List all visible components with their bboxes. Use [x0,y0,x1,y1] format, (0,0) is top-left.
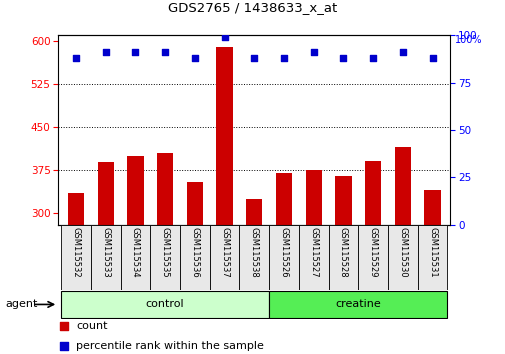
Point [398,50,406,55]
FancyBboxPatch shape [61,225,91,290]
Bar [334,176,351,225]
Bar [97,162,114,225]
Text: GSM115535: GSM115535 [160,227,169,278]
Text: control: control [145,299,184,309]
Point [72,55,80,61]
Point [428,55,436,61]
Text: GDS2765 / 1438633_x_at: GDS2765 / 1438633_x_at [168,1,337,14]
Point [250,55,258,61]
Bar [127,156,143,225]
FancyBboxPatch shape [269,225,298,290]
FancyBboxPatch shape [61,291,269,318]
Text: 100%: 100% [454,35,482,45]
Bar [245,199,262,225]
Text: agent: agent [5,299,37,309]
FancyBboxPatch shape [328,225,358,290]
Text: GSM115532: GSM115532 [71,227,80,278]
Bar [394,147,410,225]
Text: GSM115530: GSM115530 [397,227,407,278]
FancyBboxPatch shape [239,225,269,290]
Text: GSM115538: GSM115538 [249,227,258,278]
Point [378,263,386,268]
Bar [424,190,440,225]
FancyBboxPatch shape [209,225,239,290]
Text: GSM115534: GSM115534 [131,227,140,278]
Point [131,50,139,55]
Text: count: count [76,321,108,331]
FancyBboxPatch shape [91,225,120,290]
Point [102,50,110,55]
Text: GSM115537: GSM115537 [220,227,229,278]
Point [190,55,198,61]
Text: creatine: creatine [335,299,380,309]
FancyBboxPatch shape [269,291,446,318]
Text: GSM115531: GSM115531 [427,227,436,278]
Point [279,55,287,61]
Point [220,34,228,40]
FancyBboxPatch shape [417,225,446,290]
Bar [364,160,380,225]
FancyBboxPatch shape [150,225,180,290]
Text: GSM115528: GSM115528 [338,227,347,278]
FancyBboxPatch shape [180,225,209,290]
Bar [186,182,203,225]
Point [378,82,386,88]
Text: GSM115527: GSM115527 [309,227,318,278]
Text: GSM115533: GSM115533 [101,227,110,278]
Point [368,55,376,61]
Text: GSM115526: GSM115526 [279,227,288,278]
Bar [305,170,321,225]
Bar [275,173,291,225]
Text: GSM115536: GSM115536 [190,227,199,278]
FancyBboxPatch shape [120,225,150,290]
FancyBboxPatch shape [298,225,328,290]
Point [339,55,347,61]
Text: percentile rank within the sample: percentile rank within the sample [76,341,264,351]
Bar [68,193,84,225]
Bar [157,153,173,225]
FancyBboxPatch shape [358,225,387,290]
Bar [216,47,232,225]
Text: GSM115529: GSM115529 [368,227,377,277]
FancyBboxPatch shape [387,225,417,290]
Point [309,50,317,55]
Point [161,50,169,55]
